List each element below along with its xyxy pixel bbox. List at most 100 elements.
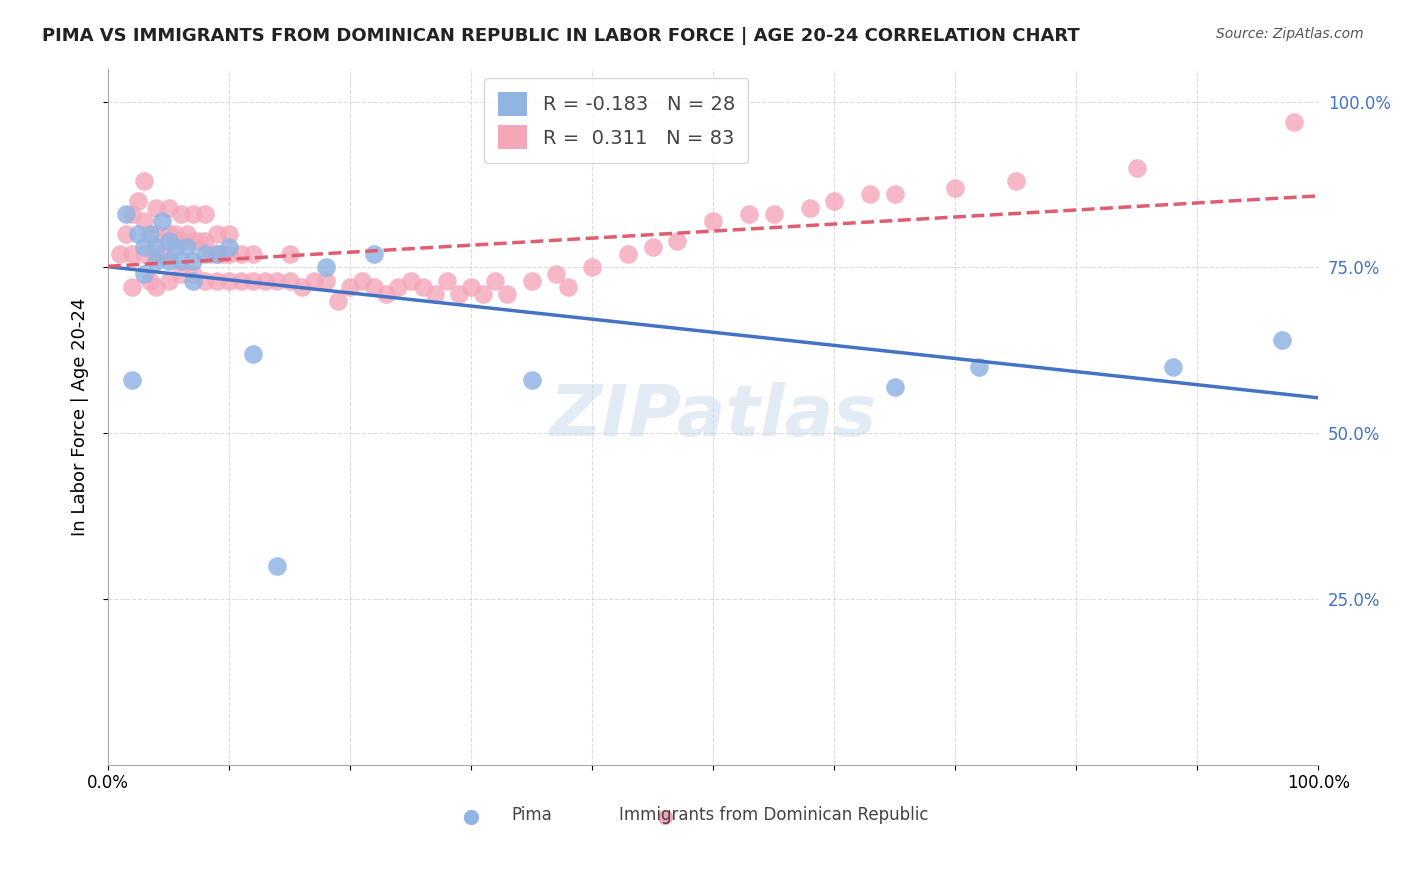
Point bbox=[375, 286, 398, 301]
Point bbox=[200, 247, 222, 261]
Point bbox=[302, 274, 325, 288]
Point bbox=[315, 274, 337, 288]
Point bbox=[205, 274, 228, 288]
Point bbox=[145, 253, 167, 268]
Point bbox=[702, 214, 724, 228]
Point bbox=[169, 234, 191, 248]
Point bbox=[134, 174, 156, 188]
Point bbox=[229, 274, 252, 288]
Point bbox=[212, 247, 235, 261]
Point bbox=[544, 267, 567, 281]
Point bbox=[218, 274, 240, 288]
Point bbox=[883, 380, 905, 394]
Point bbox=[194, 247, 217, 261]
Point bbox=[641, 240, 664, 254]
Point bbox=[520, 274, 543, 288]
Point bbox=[157, 234, 180, 248]
Point bbox=[121, 207, 143, 221]
Point bbox=[447, 286, 470, 301]
Point bbox=[520, 373, 543, 387]
Point bbox=[581, 260, 603, 275]
Point bbox=[181, 253, 204, 268]
Point bbox=[181, 267, 204, 281]
Point bbox=[145, 240, 167, 254]
Point bbox=[242, 247, 264, 261]
Point bbox=[1125, 161, 1147, 175]
Point bbox=[363, 247, 385, 261]
Point bbox=[127, 227, 149, 242]
Point bbox=[152, 247, 174, 261]
Point bbox=[194, 207, 217, 221]
Point bbox=[139, 274, 162, 288]
Text: PIMA VS IMMIGRANTS FROM DOMINICAN REPUBLIC IN LABOR FORCE | AGE 20-24 CORRELATIO: PIMA VS IMMIGRANTS FROM DOMINICAN REPUBL… bbox=[42, 27, 1080, 45]
Point bbox=[266, 274, 288, 288]
Point bbox=[242, 346, 264, 360]
Point bbox=[218, 227, 240, 242]
Point bbox=[157, 253, 180, 268]
Point bbox=[115, 227, 138, 242]
Point bbox=[176, 227, 198, 242]
Point bbox=[339, 280, 361, 294]
Point bbox=[496, 286, 519, 301]
Point bbox=[823, 194, 845, 208]
Point bbox=[1161, 359, 1184, 374]
Point bbox=[229, 247, 252, 261]
Point bbox=[242, 274, 264, 288]
Point bbox=[363, 280, 385, 294]
Point bbox=[181, 274, 204, 288]
Point bbox=[1271, 333, 1294, 347]
Point bbox=[218, 247, 240, 261]
Point bbox=[883, 187, 905, 202]
Point bbox=[169, 207, 191, 221]
Point bbox=[484, 274, 506, 288]
Point bbox=[399, 274, 422, 288]
Point bbox=[665, 234, 688, 248]
Point bbox=[1004, 174, 1026, 188]
Point bbox=[121, 373, 143, 387]
Point bbox=[163, 227, 186, 242]
Point bbox=[436, 274, 458, 288]
Point bbox=[326, 293, 349, 308]
Point bbox=[423, 286, 446, 301]
Point bbox=[134, 214, 156, 228]
Point bbox=[134, 267, 156, 281]
Point bbox=[291, 280, 314, 294]
Point bbox=[187, 234, 209, 248]
Point bbox=[943, 181, 966, 195]
Point bbox=[460, 280, 482, 294]
Point bbox=[121, 280, 143, 294]
Point bbox=[181, 207, 204, 221]
Point bbox=[163, 240, 186, 254]
Point bbox=[205, 227, 228, 242]
Y-axis label: In Labor Force | Age 20-24: In Labor Force | Age 20-24 bbox=[72, 297, 89, 536]
Point bbox=[859, 187, 882, 202]
Point bbox=[145, 247, 167, 261]
Point bbox=[145, 280, 167, 294]
Point bbox=[115, 207, 138, 221]
Point bbox=[254, 274, 277, 288]
Point bbox=[278, 247, 301, 261]
Point bbox=[145, 227, 167, 242]
Point bbox=[157, 274, 180, 288]
Point bbox=[169, 267, 191, 281]
Point bbox=[145, 201, 167, 215]
Point bbox=[139, 227, 162, 242]
Point bbox=[352, 274, 374, 288]
Point bbox=[969, 359, 991, 374]
Point bbox=[278, 274, 301, 288]
Point bbox=[472, 286, 495, 301]
Point bbox=[738, 207, 761, 221]
Point bbox=[108, 247, 131, 261]
Text: Immigrants from Dominican Republic: Immigrants from Dominican Republic bbox=[619, 806, 928, 824]
Legend: R = -0.183   N = 28, R =  0.311   N = 83: R = -0.183 N = 28, R = 0.311 N = 83 bbox=[484, 78, 748, 162]
Point bbox=[387, 280, 409, 294]
Point bbox=[557, 280, 579, 294]
Point bbox=[152, 214, 174, 228]
Point bbox=[412, 280, 434, 294]
Point bbox=[127, 194, 149, 208]
Point bbox=[617, 247, 640, 261]
Point bbox=[134, 240, 156, 254]
Point bbox=[157, 201, 180, 215]
Text: Source: ZipAtlas.com: Source: ZipAtlas.com bbox=[1216, 27, 1364, 41]
Point bbox=[181, 234, 204, 248]
